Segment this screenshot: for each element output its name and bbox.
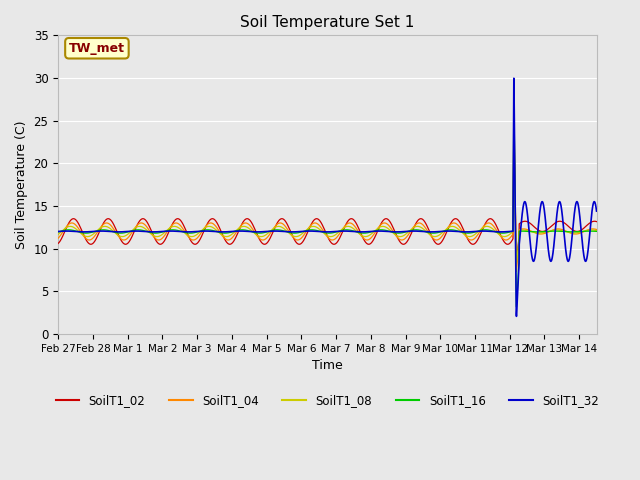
SoilT1_32 xyxy=(510,75,518,81)
SoilT1_32 xyxy=(403,228,410,234)
SoilT1_02 xyxy=(543,228,550,233)
SoilT1_04 xyxy=(510,106,518,112)
SoilT1_04 xyxy=(513,268,520,274)
SoilT1_04 xyxy=(174,220,182,226)
SoilT1_08 xyxy=(543,229,550,235)
SoilT1_04 xyxy=(223,237,230,242)
SoilT1_16 xyxy=(543,228,550,234)
Line: SoilT1_16: SoilT1_16 xyxy=(58,93,596,307)
SoilT1_16 xyxy=(593,228,600,234)
SoilT1_32 xyxy=(223,229,230,235)
SoilT1_16 xyxy=(174,228,182,233)
SoilT1_16 xyxy=(54,229,62,235)
SoilT1_08 xyxy=(410,225,418,230)
Text: TW_met: TW_met xyxy=(69,42,125,55)
Y-axis label: Soil Temperature (C): Soil Temperature (C) xyxy=(15,120,28,249)
SoilT1_08 xyxy=(578,229,586,235)
SoilT1_32 xyxy=(593,208,600,214)
SoilT1_16 xyxy=(410,227,418,233)
SoilT1_08 xyxy=(174,224,182,230)
SoilT1_02 xyxy=(403,240,410,245)
SoilT1_16 xyxy=(403,229,410,235)
Title: Soil Temperature Set 1: Soil Temperature Set 1 xyxy=(240,15,415,30)
SoilT1_02 xyxy=(54,240,62,246)
SoilT1_16 xyxy=(510,90,518,96)
SoilT1_02 xyxy=(578,227,586,233)
X-axis label: Time: Time xyxy=(312,359,343,372)
SoilT1_32 xyxy=(174,228,182,234)
SoilT1_08 xyxy=(510,120,518,126)
SoilT1_04 xyxy=(403,234,410,240)
Line: SoilT1_02: SoilT1_02 xyxy=(58,138,596,261)
SoilT1_16 xyxy=(223,230,230,236)
SoilT1_08 xyxy=(403,231,410,237)
SoilT1_04 xyxy=(593,227,600,232)
SoilT1_32 xyxy=(410,228,418,234)
Line: SoilT1_04: SoilT1_04 xyxy=(58,109,596,271)
SoilT1_02 xyxy=(513,258,520,264)
SoilT1_02 xyxy=(593,219,600,225)
SoilT1_04 xyxy=(54,235,62,241)
SoilT1_08 xyxy=(223,234,230,240)
SoilT1_08 xyxy=(54,231,62,237)
SoilT1_02 xyxy=(174,216,182,222)
Line: SoilT1_32: SoilT1_32 xyxy=(58,78,596,316)
SoilT1_08 xyxy=(593,228,600,233)
SoilT1_32 xyxy=(578,232,586,238)
SoilT1_02 xyxy=(410,225,418,230)
SoilT1_32 xyxy=(513,313,520,319)
SoilT1_32 xyxy=(543,227,550,232)
Line: SoilT1_08: SoilT1_08 xyxy=(58,123,596,263)
SoilT1_04 xyxy=(578,230,586,236)
SoilT1_02 xyxy=(510,135,518,141)
SoilT1_08 xyxy=(513,260,520,265)
SoilT1_16 xyxy=(578,228,586,234)
SoilT1_04 xyxy=(543,230,550,236)
SoilT1_02 xyxy=(223,239,230,245)
SoilT1_16 xyxy=(513,304,520,310)
SoilT1_32 xyxy=(54,228,62,234)
SoilT1_04 xyxy=(410,224,418,229)
Legend: SoilT1_02, SoilT1_04, SoilT1_08, SoilT1_16, SoilT1_32: SoilT1_02, SoilT1_04, SoilT1_08, SoilT1_… xyxy=(51,389,604,411)
